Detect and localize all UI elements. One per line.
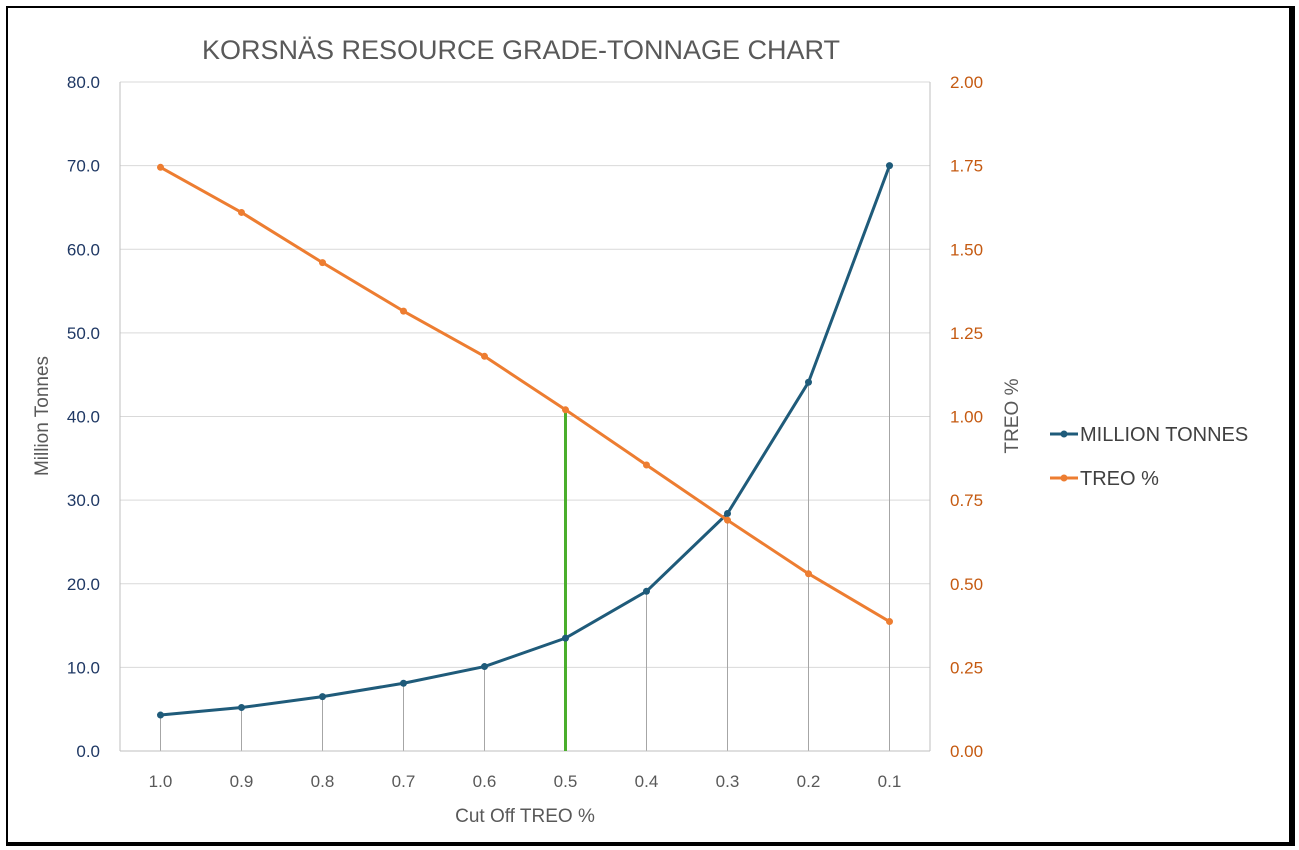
legend: MILLION TONNES TREO % bbox=[1050, 424, 1248, 490]
data-point bbox=[481, 663, 488, 671]
data-point bbox=[562, 406, 569, 414]
right-tick-label: 1.25 bbox=[950, 324, 983, 343]
data-point bbox=[481, 352, 488, 360]
data-point bbox=[319, 259, 326, 267]
x-tick-label: 0.1 bbox=[878, 772, 902, 791]
data-point bbox=[886, 618, 893, 626]
x-tick-label: 0.8 bbox=[311, 772, 335, 791]
data-point bbox=[886, 162, 893, 170]
legend-marker bbox=[1060, 474, 1068, 482]
x-axis-title: Cut Off TREO % bbox=[455, 806, 595, 827]
right-tick-label: 0.50 bbox=[950, 575, 983, 594]
right-tick-label: 1.75 bbox=[950, 157, 983, 176]
x-tick-label: 0.2 bbox=[797, 772, 821, 791]
right-tick-label: 0.75 bbox=[950, 491, 983, 510]
data-point bbox=[643, 587, 650, 595]
data-point bbox=[157, 711, 164, 719]
left-axis-title: Million Tonnes bbox=[32, 356, 53, 476]
left-tick-label: 0.0 bbox=[76, 742, 100, 761]
right-axis-title: TREO % bbox=[1002, 378, 1023, 453]
data-point bbox=[805, 378, 812, 386]
horizontal-gridlines bbox=[120, 81, 930, 668]
data-point bbox=[400, 307, 407, 315]
left-tick-label: 40.0 bbox=[67, 408, 100, 427]
data-point bbox=[238, 704, 245, 712]
data-point bbox=[238, 208, 245, 216]
legend-marker bbox=[1060, 430, 1068, 438]
left-axis-ticks: 0.0 10.0 20.0 30.0 40.0 50.0 60.0 70.0 80.0 bbox=[67, 73, 100, 761]
left-tick-label: 20.0 bbox=[67, 575, 100, 594]
legend-label: MILLION TONNES bbox=[1080, 424, 1248, 446]
x-tick-label: 0.5 bbox=[554, 772, 578, 791]
data-point bbox=[400, 679, 407, 687]
legend-label: TREO % bbox=[1080, 468, 1159, 490]
x-axis-ticks: 1.0 0.9 0.8 0.7 0.6 0.5 0.4 0.3 0.2 0.1 bbox=[149, 772, 902, 791]
left-tick-label: 60.0 bbox=[67, 240, 100, 259]
right-tick-label: 2.00 bbox=[950, 73, 983, 92]
left-tick-label: 10.0 bbox=[67, 658, 100, 677]
data-point bbox=[157, 163, 164, 171]
data-point bbox=[562, 634, 569, 642]
x-tick-label: 0.4 bbox=[635, 772, 659, 791]
right-tick-label: 1.50 bbox=[950, 240, 983, 259]
series-line-treo bbox=[159, 165, 891, 623]
chart-title: KORSNÄS RESOURCE GRADE-TONNAGE CHART bbox=[202, 35, 840, 65]
data-point bbox=[643, 461, 650, 469]
x-tick-label: 0.6 bbox=[473, 772, 497, 791]
left-tick-label: 80.0 bbox=[67, 73, 100, 92]
data-point bbox=[724, 516, 731, 524]
right-axis-ticks: 0.00 0.25 0.50 0.75 1.00 1.25 1.50 1.75 2.00 bbox=[950, 73, 983, 761]
chart-frame bbox=[6, 6, 1295, 846]
right-tick-label: 0.25 bbox=[950, 658, 983, 677]
data-point bbox=[319, 693, 326, 701]
x-tick-label: 0.7 bbox=[392, 772, 416, 791]
data-point bbox=[724, 510, 731, 518]
x-tick-label: 1.0 bbox=[149, 772, 173, 791]
left-tick-label: 50.0 bbox=[67, 324, 100, 343]
left-tick-label: 30.0 bbox=[67, 491, 100, 510]
x-tick-label: 0.9 bbox=[230, 772, 254, 791]
data-point bbox=[805, 570, 812, 578]
series-layer bbox=[157, 162, 893, 719]
right-tick-label: 1.00 bbox=[950, 408, 983, 427]
right-tick-label: 0.00 bbox=[950, 742, 983, 761]
left-tick-label: 70.0 bbox=[67, 157, 100, 176]
x-tick-label: 0.3 bbox=[716, 772, 740, 791]
series-line-million-tonnes bbox=[160, 165, 891, 717]
vertical-gridlines bbox=[160, 165, 890, 751]
